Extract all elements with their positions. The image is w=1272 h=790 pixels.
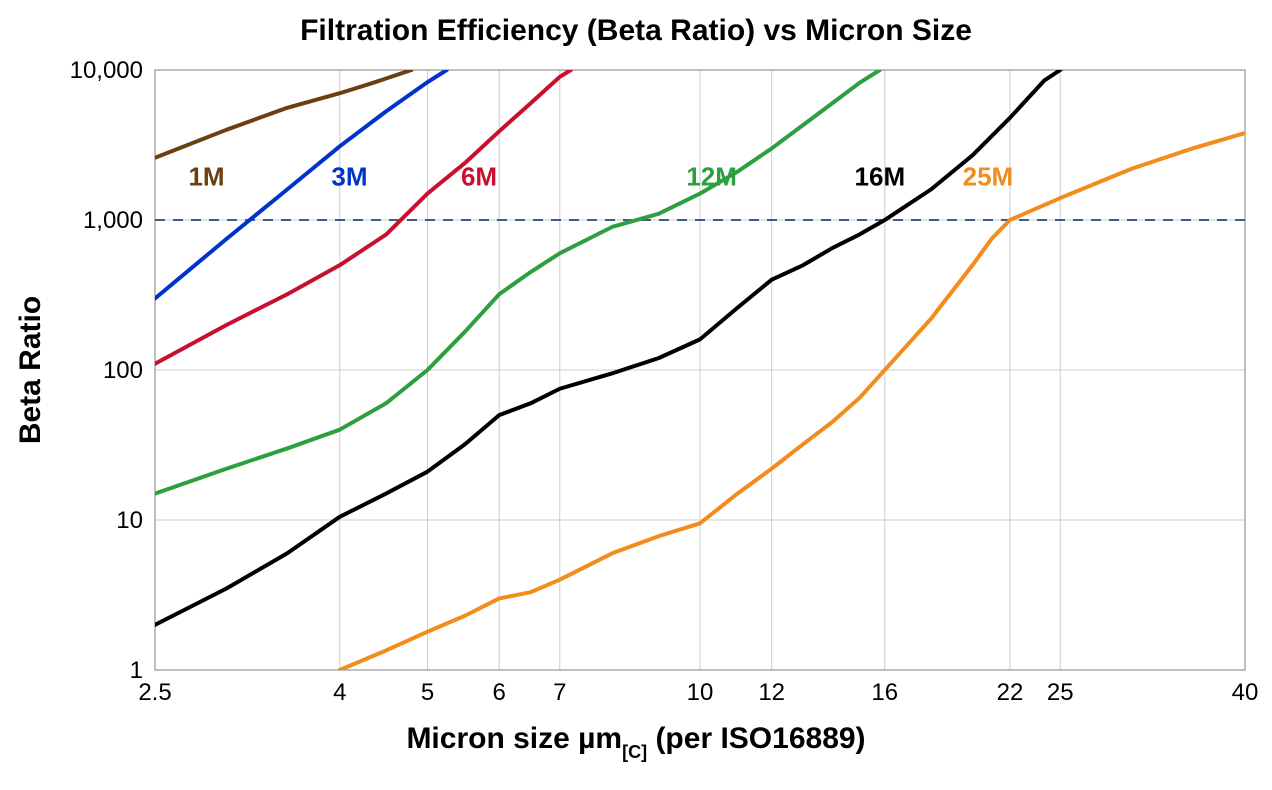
x-tick-label: 2.5 [138,679,171,706]
y-tick-label: 1 [130,657,143,684]
x-tick-label: 7 [553,679,566,706]
x-tick-label: 6 [492,679,505,706]
x-tick-label: 16 [871,679,898,706]
y-tick-label: 10 [116,507,143,534]
x-tick-label: 4 [333,679,346,706]
x-tick-label: 12 [758,679,785,706]
y-axis-label: Beta Ratio [14,296,47,444]
series-label-16M: 16M [855,161,906,191]
x-tick-label: 22 [997,679,1024,706]
y-tick-label: 1,000 [83,207,143,234]
chart-title: Filtration Efficiency (Beta Ratio) vs Mi… [300,14,972,47]
y-tick-label: 10,000 [70,57,143,84]
series-label-12M: 12M [686,161,737,191]
chart-container: 1M 3M 6M 12M 16M 25M 2.5 4 5 6 7 10 12 16 22 25 40 1 10 100… [0,0,1272,790]
x-tick-label: 25 [1047,679,1074,706]
series-label-6M: 6M [461,161,497,191]
chart-svg: 1M 3M 6M 12M 16M 25M 2.5 4 5 6 7 10 12 16 22 25 40 1 10 100… [0,0,1272,790]
x-tick-label: 40 [1232,679,1259,706]
x-tick-label: 10 [687,679,714,706]
chart-background [0,0,1272,790]
series-label-1M: 1M [188,161,224,191]
x-tick-label: 5 [421,679,434,706]
series-label-3M: 3M [331,161,367,191]
y-tick-label: 100 [103,357,143,384]
series-label-25M: 25M [963,161,1014,191]
